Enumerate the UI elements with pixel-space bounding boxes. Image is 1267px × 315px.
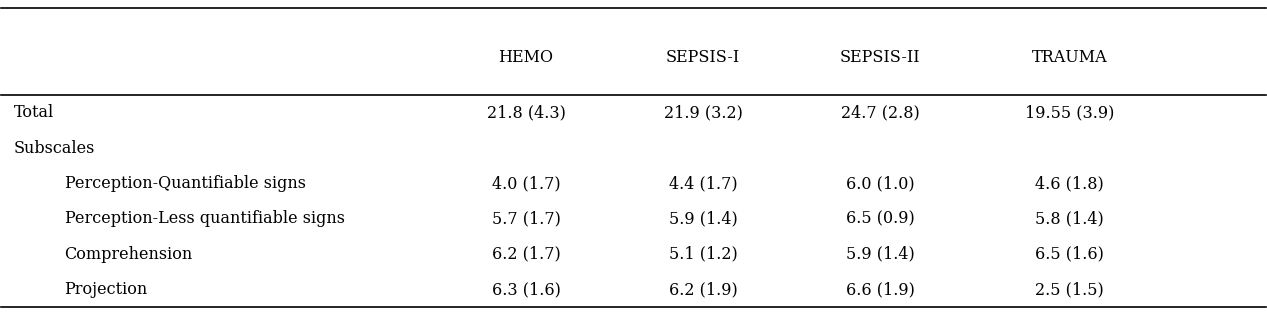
Text: SEPSIS-II: SEPSIS-II bbox=[840, 49, 920, 66]
Text: 6.2 (1.7): 6.2 (1.7) bbox=[492, 246, 560, 263]
Text: Perception-Quantifiable signs: Perception-Quantifiable signs bbox=[65, 175, 305, 192]
Text: HEMO: HEMO bbox=[498, 49, 554, 66]
Text: Total: Total bbox=[14, 104, 54, 121]
Text: 6.5 (0.9): 6.5 (0.9) bbox=[845, 210, 915, 227]
Text: 4.4 (1.7): 4.4 (1.7) bbox=[669, 175, 737, 192]
Text: 21.8 (4.3): 21.8 (4.3) bbox=[487, 104, 565, 121]
Text: 6.2 (1.9): 6.2 (1.9) bbox=[669, 281, 737, 298]
Text: 2.5 (1.5): 2.5 (1.5) bbox=[1035, 281, 1104, 298]
Text: Perception-Less quantifiable signs: Perception-Less quantifiable signs bbox=[65, 210, 345, 227]
Text: 24.7 (2.8): 24.7 (2.8) bbox=[840, 104, 920, 121]
Text: Projection: Projection bbox=[65, 281, 148, 298]
Text: 4.6 (1.8): 4.6 (1.8) bbox=[1035, 175, 1104, 192]
Text: 5.9 (1.4): 5.9 (1.4) bbox=[845, 246, 915, 263]
Text: 5.8 (1.4): 5.8 (1.4) bbox=[1035, 210, 1104, 227]
Text: 6.3 (1.6): 6.3 (1.6) bbox=[492, 281, 560, 298]
Text: 4.0 (1.7): 4.0 (1.7) bbox=[492, 175, 560, 192]
Text: Subscales: Subscales bbox=[14, 140, 95, 157]
Text: 5.9 (1.4): 5.9 (1.4) bbox=[669, 210, 737, 227]
Text: 6.0 (1.0): 6.0 (1.0) bbox=[845, 175, 915, 192]
Text: 21.9 (3.2): 21.9 (3.2) bbox=[664, 104, 742, 121]
Text: 19.55 (3.9): 19.55 (3.9) bbox=[1025, 104, 1115, 121]
Text: 5.1 (1.2): 5.1 (1.2) bbox=[669, 246, 737, 263]
Text: 6.5 (1.6): 6.5 (1.6) bbox=[1035, 246, 1104, 263]
Text: 5.7 (1.7): 5.7 (1.7) bbox=[492, 210, 560, 227]
Text: Comprehension: Comprehension bbox=[65, 246, 193, 263]
Text: TRAUMA: TRAUMA bbox=[1031, 49, 1107, 66]
Text: SEPSIS-I: SEPSIS-I bbox=[666, 49, 740, 66]
Text: 6.6 (1.9): 6.6 (1.9) bbox=[845, 281, 915, 298]
